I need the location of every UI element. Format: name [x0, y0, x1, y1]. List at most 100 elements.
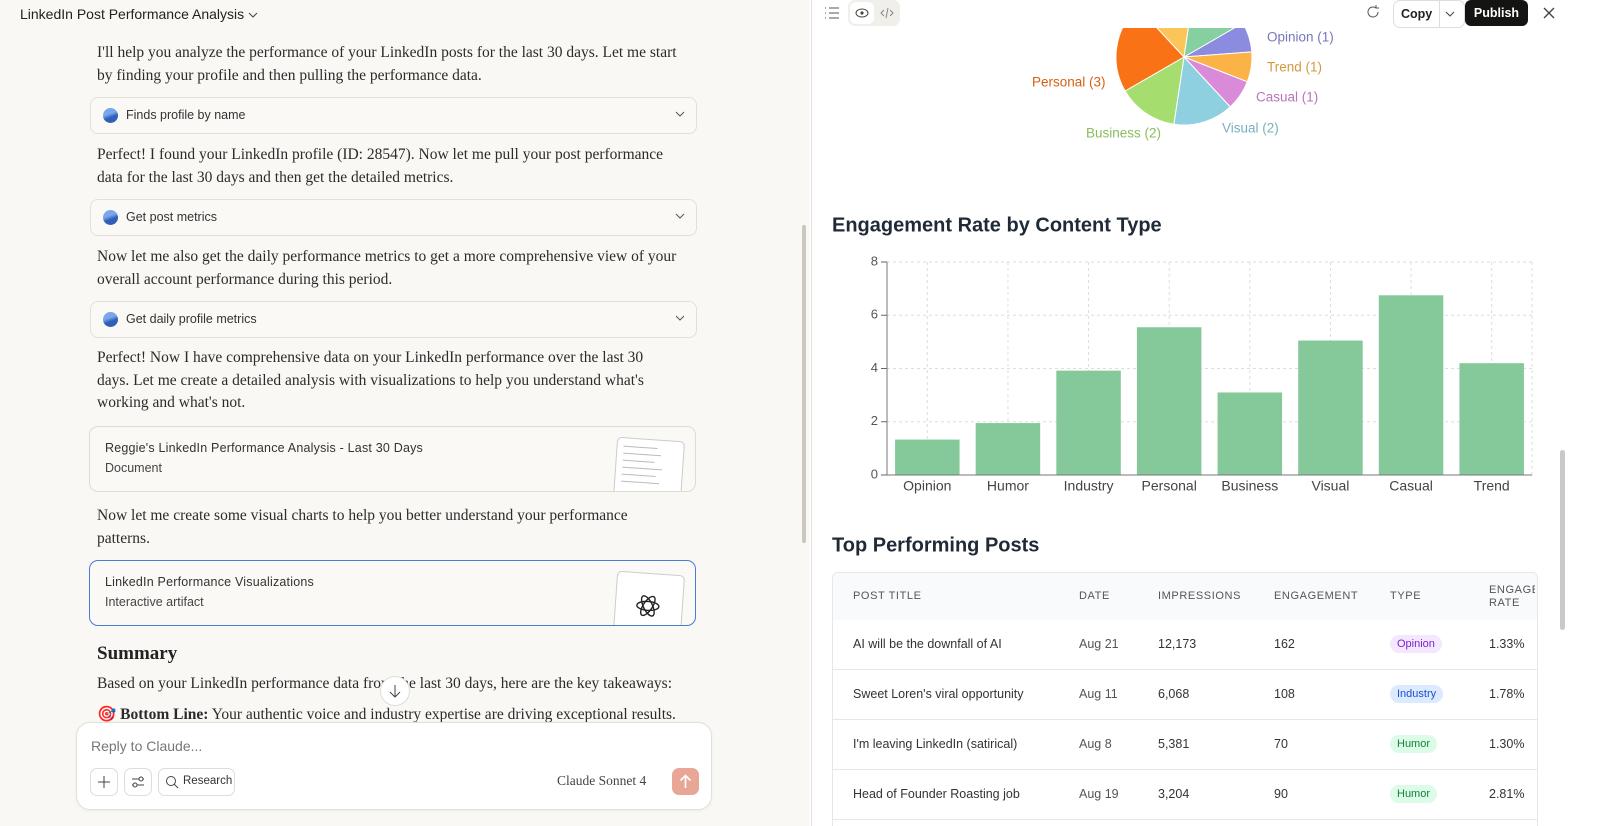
- message: Now let me also get the daily performanc…: [97, 248, 677, 288]
- artifact-thumbnail: [612, 570, 686, 625]
- table-cell: Aug 8: [1079, 737, 1112, 751]
- type-badge: Humor: [1390, 735, 1438, 753]
- pie-label: Visual (2): [1222, 121, 1279, 136]
- scrollbar[interactable]: [1560, 450, 1565, 630]
- bottom-line-text: Your authentic voice and industry expert…: [211, 706, 676, 723]
- tools-button[interactable]: [124, 768, 152, 796]
- y-tick-label: 8: [871, 253, 878, 268]
- tool-name: Get daily profile metrics: [126, 312, 257, 326]
- y-tick-label: 6: [871, 307, 878, 322]
- table-cell: Sweet Loren's viral opportunity: [853, 687, 1024, 701]
- pie-slice: [1173, 55, 1231, 126]
- copy-button[interactable]: Copy: [1401, 7, 1433, 21]
- scrollbar[interactable]: [802, 225, 806, 543]
- chevron: [248, 12, 258, 18]
- table-cell: 2.81%: [1489, 787, 1525, 801]
- close-icon[interactable]: [1541, 5, 1557, 21]
- table-title: Top Performing Posts: [832, 534, 1039, 556]
- title-text[interactable]: LinkedIn Post Performance Analysis: [20, 6, 245, 22]
- table-cell: Aug 11: [1079, 687, 1118, 701]
- table-cell: Aug 19: [1079, 787, 1119, 801]
- table-cell: 90: [1274, 787, 1288, 801]
- artifact-panel: Opinion (1) Trend (1) Casual (1) Visual (2)…: [811, 0, 1600, 826]
- bar: [1298, 340, 1363, 475]
- bar: [1136, 327, 1202, 475]
- conversation-title[interactable]: LinkedIn Post Performance Analysis: [20, 6, 258, 22]
- preview-button[interactable]: [850, 2, 874, 24]
- pie-label: Business (2): [1086, 126, 1161, 141]
- table-cell: Aug 21: [1079, 637, 1119, 651]
- table-cell: I'm leaving LinkedIn (satirical): [853, 737, 1018, 751]
- bar: [1459, 363, 1524, 475]
- x-tick-label: Business: [1221, 478, 1278, 494]
- x-tick-label: Trend: [1474, 478, 1510, 494]
- column-header: POST TITLE: [853, 590, 922, 602]
- tool-call[interactable]: Finds profile by name: [90, 97, 697, 134]
- artifact-card[interactable]: Reggie's LinkedIn Performance Analysis -…: [89, 426, 696, 492]
- copy-group: Copy: [1393, 0, 1465, 28]
- scroll-down-button[interactable]: [380, 676, 410, 706]
- reply-input[interactable]: Reply to Claude...: [91, 738, 203, 754]
- x-tick-label: Visual: [1311, 478, 1349, 494]
- add-button[interactable]: [90, 768, 118, 796]
- artifact-canvas: Opinion (1) Trend (1) Casual (1) Visual (2)…: [832, 0, 1533, 556]
- type-badge: Opinion: [1390, 635, 1442, 653]
- bottom-line-label: 🎯 Bottom Line:: [97, 706, 209, 723]
- tool-name: Finds profile by name: [126, 108, 246, 122]
- message: Perfect! Now I have comprehensive data o…: [97, 349, 644, 411]
- code-button[interactable]: [876, 2, 898, 24]
- pie-label: Personal (3): [1032, 75, 1106, 90]
- bar: [1378, 295, 1444, 475]
- send-button[interactable]: [672, 768, 699, 795]
- column-header: DATE: [1079, 590, 1110, 602]
- pie-slice: [1124, 56, 1185, 125]
- view-toggle: [848, 0, 900, 26]
- table-cell: 108: [1274, 687, 1295, 701]
- document-thumbnail: [612, 436, 686, 491]
- posts-table: POST TITLE DATE IMPRESSIONS ENGAGEMENT TYPE E…: [832, 572, 1538, 826]
- table-cell: 1.30%: [1489, 737, 1525, 751]
- list-icon[interactable]: [824, 5, 840, 21]
- artifact-title: LinkedIn Performance Visualizations: [105, 575, 314, 589]
- y-tick-label: 4: [871, 360, 878, 375]
- model-selector[interactable]: Claude Sonnet 4: [557, 773, 647, 788]
- table-cell: 1.33%: [1489, 637, 1525, 651]
- x-tick-label: Industry: [1064, 478, 1114, 494]
- toolbar: Copy Publish: [812, 0, 1600, 28]
- type-badge: Humor: [1390, 785, 1438, 803]
- type-badge: Industry: [1390, 685, 1444, 703]
- table-cell: 3,204: [1158, 787, 1190, 801]
- refresh-icon[interactable]: [1365, 4, 1381, 20]
- publish-button[interactable]: Publish: [1465, 0, 1528, 26]
- bar: [1217, 392, 1283, 475]
- chat-panel: LinkedIn Post Performance Analysis I'll …: [0, 0, 810, 826]
- column-header: IMPRESSIONS: [1158, 590, 1242, 602]
- y-tick-label: 0: [871, 466, 878, 481]
- table-cell: AI will be the downfall of AI: [853, 637, 1002, 651]
- column-header: ENGAGEMENT: [1274, 590, 1359, 602]
- research-button[interactable]: Research: [158, 768, 235, 796]
- table-cell: 70: [1274, 737, 1288, 751]
- research-label: Research: [183, 775, 233, 787]
- pie-label: Trend (1): [1267, 60, 1322, 75]
- table-cell: 12,173: [1158, 637, 1197, 651]
- artifact-kind: Interactive artifact: [105, 595, 204, 609]
- column-header: TYPE: [1390, 590, 1422, 602]
- table-cell: 1.78%: [1489, 687, 1525, 701]
- copy-menu[interactable]: [1444, 9, 1456, 19]
- bar: [895, 439, 960, 475]
- summary-heading: Summary: [97, 643, 178, 664]
- artifact-card[interactable]: LinkedIn Performance Visualizations Inter…: [89, 560, 696, 626]
- bar: [975, 423, 1041, 475]
- tool-call[interactable]: Get daily profile metrics: [90, 301, 697, 338]
- tool-call[interactable]: Get post metrics: [90, 199, 697, 236]
- table-cell: 162: [1274, 637, 1295, 651]
- message: I'll help you analyze the performance of…: [97, 44, 677, 84]
- x-tick-label: Personal: [1142, 478, 1197, 494]
- y-tick-label: 2: [871, 413, 878, 428]
- bar: [1056, 370, 1121, 475]
- pie-label: Casual (1): [1256, 90, 1318, 105]
- x-tick-label: Casual: [1389, 478, 1433, 494]
- table-cell: 6,068: [1158, 687, 1190, 701]
